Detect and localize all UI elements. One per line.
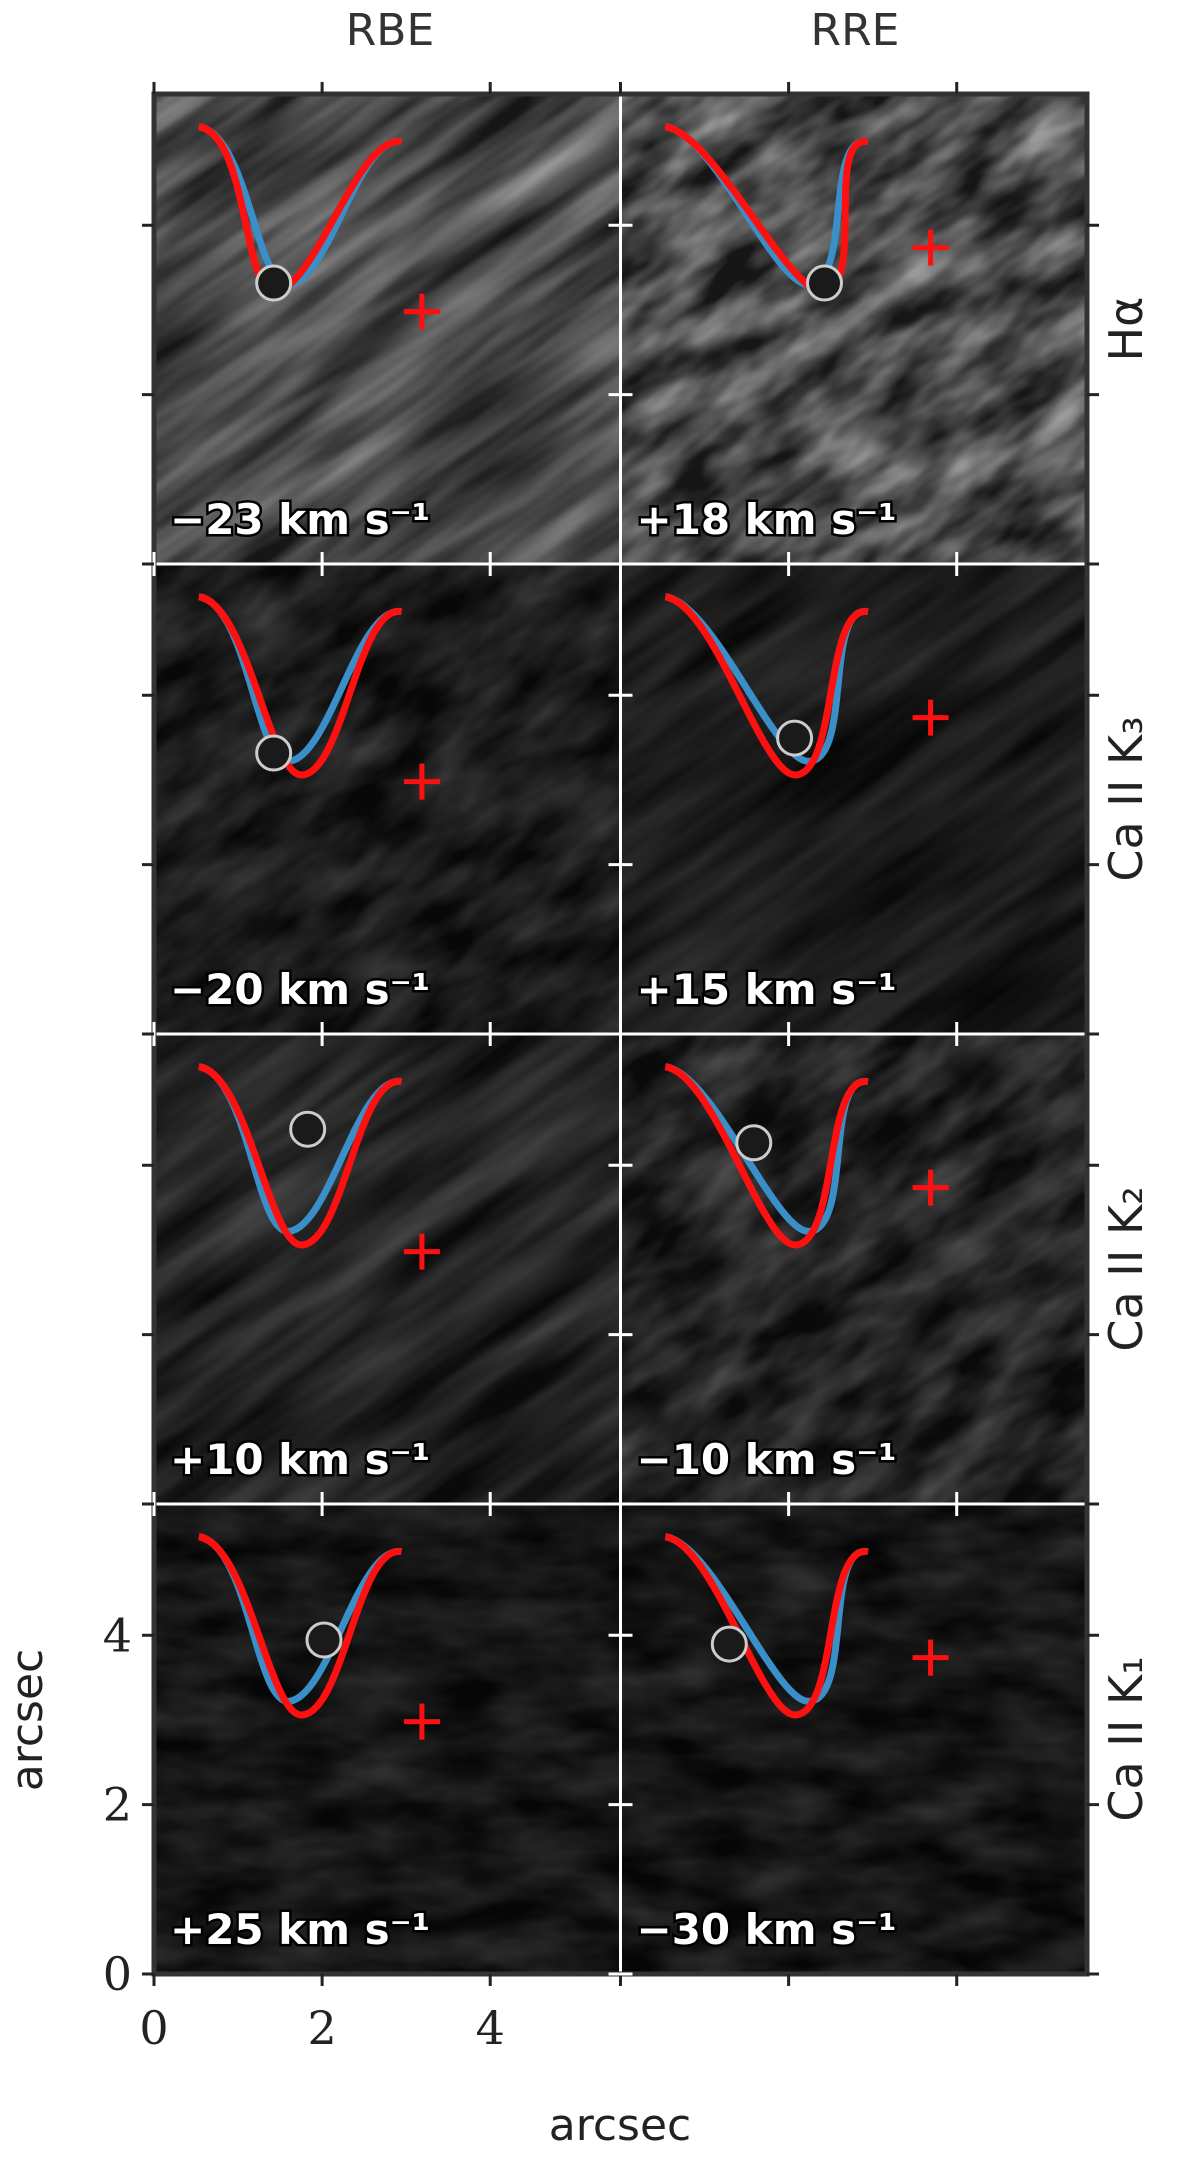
profile-event (197, 1063, 403, 1249)
profile-marker (735, 1124, 773, 1162)
panel: +25 km s⁻¹ (154, 1504, 621, 1974)
texture (154, 1034, 621, 1504)
texture (154, 1504, 621, 1974)
texture-fill (154, 564, 621, 1034)
texture (154, 564, 621, 1034)
x-tick-label: 2 (307, 2001, 336, 2055)
y-axis-label: arcsec (2, 1649, 53, 1791)
profile-marker (710, 1625, 748, 1663)
location-cross (912, 229, 949, 266)
velocity-label: −23 km s⁻¹ (170, 495, 430, 544)
location-cross (403, 1703, 440, 1740)
profile-event (664, 1063, 869, 1249)
velocity-label: +15 km s⁻¹ (637, 965, 897, 1014)
texture (620, 1034, 1087, 1504)
row-title: Ca II K₃ (1099, 716, 1153, 881)
texture-fill (154, 1504, 621, 1974)
x-tick-label: 0 (139, 2001, 168, 2055)
texture-fill (154, 94, 621, 564)
column-title: RBE (346, 5, 435, 56)
column-title: RRE (811, 5, 900, 56)
profile-marker (255, 734, 293, 772)
y-tick-label: 0 (103, 1947, 132, 2001)
velocity-label: +18 km s⁻¹ (637, 495, 897, 544)
panel: +15 km s⁻¹ (620, 564, 1087, 1034)
texture-fill (620, 94, 1087, 564)
panel: +18 km s⁻¹ (620, 94, 1087, 564)
texture (620, 564, 1087, 1034)
profile-marker (806, 264, 843, 302)
panel: +10 km s⁻¹ (154, 1034, 621, 1504)
profile-marker (289, 1110, 327, 1148)
row-title: Hα (1099, 297, 1153, 362)
panel: −20 km s⁻¹ (154, 564, 621, 1034)
profile-event (664, 593, 869, 779)
location-cross (912, 1639, 949, 1676)
panel: −30 km s⁻¹ (620, 1504, 1087, 1974)
location-cross (403, 1233, 440, 1270)
x-tick-label: 4 (476, 2001, 505, 2055)
profile-marker (255, 264, 293, 302)
velocity-label: −20 km s⁻¹ (170, 965, 430, 1014)
location-cross (403, 763, 440, 800)
y-tick-label: 2 (103, 1778, 132, 1832)
texture (620, 1504, 1087, 1974)
texture (620, 94, 1087, 564)
profile-event (197, 1533, 403, 1719)
velocity-label: +25 km s⁻¹ (170, 1905, 430, 1954)
velocity-label: −30 km s⁻¹ (637, 1905, 897, 1954)
y-tick-label: 4 (103, 1608, 132, 1662)
profile-event (664, 1533, 869, 1719)
panel: −10 km s⁻¹ (620, 1034, 1087, 1504)
location-cross (912, 1169, 949, 1206)
profile-marker (776, 719, 814, 757)
profile-marker (305, 1621, 343, 1659)
texture-fill (154, 1034, 621, 1504)
texture-fill (620, 1034, 1087, 1504)
panel: −23 km s⁻¹ (154, 94, 621, 564)
row-title: Ca II K₁ (1099, 1656, 1153, 1821)
texture-fill (620, 564, 1087, 1034)
texture-fill (620, 1504, 1087, 1974)
profile-event (197, 593, 403, 779)
location-cross (403, 293, 440, 330)
texture (154, 94, 621, 564)
x-axis-label: arcsec (549, 2100, 691, 2151)
location-cross (912, 699, 949, 736)
row-title: Ca II K₂ (1099, 1186, 1153, 1351)
velocity-label: −10 km s⁻¹ (637, 1435, 897, 1484)
velocity-label: +10 km s⁻¹ (170, 1435, 430, 1484)
